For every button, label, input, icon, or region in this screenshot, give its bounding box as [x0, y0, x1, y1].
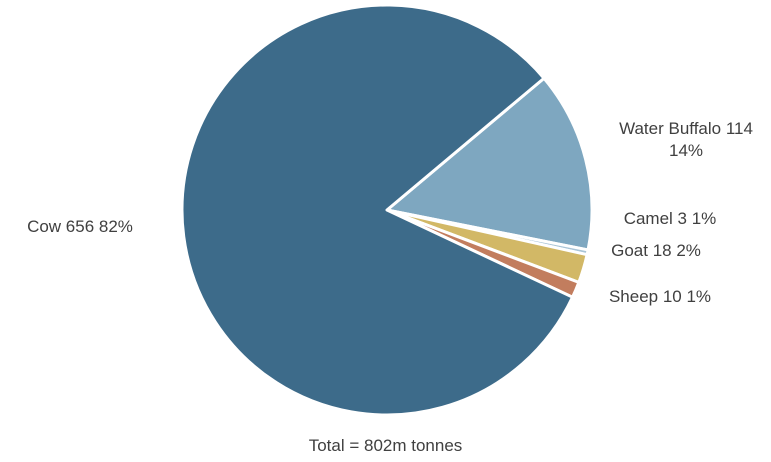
- pie-slices: [180, 3, 594, 417]
- label-camel: Camel 3 1%: [624, 209, 717, 228]
- label-cow: Cow 656 82%: [27, 217, 133, 236]
- slice-cow: [180, 3, 575, 417]
- label-sheep: Sheep 10 1%: [609, 287, 711, 306]
- total-label: Total = 802m tonnes: [308, 436, 463, 455]
- label-goat: Goat 18 2%: [611, 241, 701, 260]
- label-water-buffalo: Water Buffalo 114 14%: [619, 119, 753, 160]
- slice-water-buffalo: [385, 76, 594, 252]
- slice-labels: Cow 656 82% Water Buffalo 114 14% Camel 3 1…: [27, 119, 753, 306]
